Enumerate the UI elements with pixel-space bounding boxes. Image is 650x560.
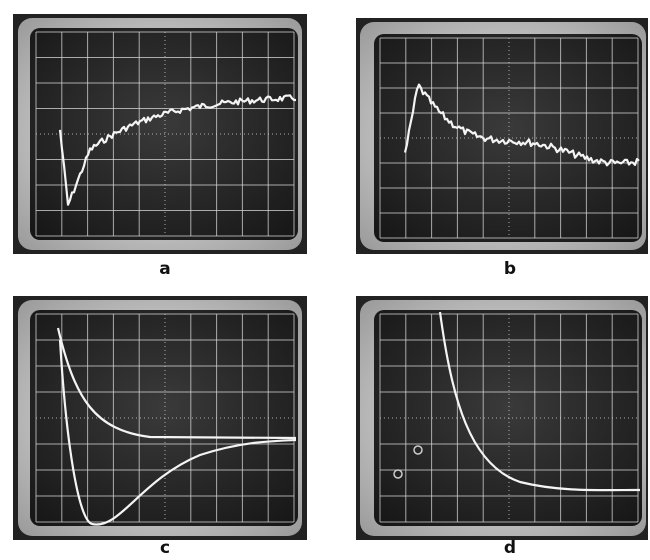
grid	[35, 31, 295, 237]
trace	[56, 327, 297, 440]
spot	[393, 469, 403, 479]
panel-label: d	[504, 538, 516, 558]
trace	[403, 83, 640, 167]
panel-label: a	[159, 259, 170, 279]
grid	[35, 313, 295, 523]
panel-c	[13, 296, 307, 540]
panel-label: b	[504, 259, 516, 279]
panel-b	[356, 18, 648, 254]
grid	[379, 37, 639, 239]
panel-d	[356, 296, 648, 540]
spot	[413, 445, 423, 455]
panel-label: c	[160, 538, 170, 558]
trace	[58, 94, 296, 206]
trace	[58, 339, 297, 526]
panel-a	[13, 14, 307, 254]
trace	[438, 311, 641, 492]
grid	[379, 313, 639, 523]
